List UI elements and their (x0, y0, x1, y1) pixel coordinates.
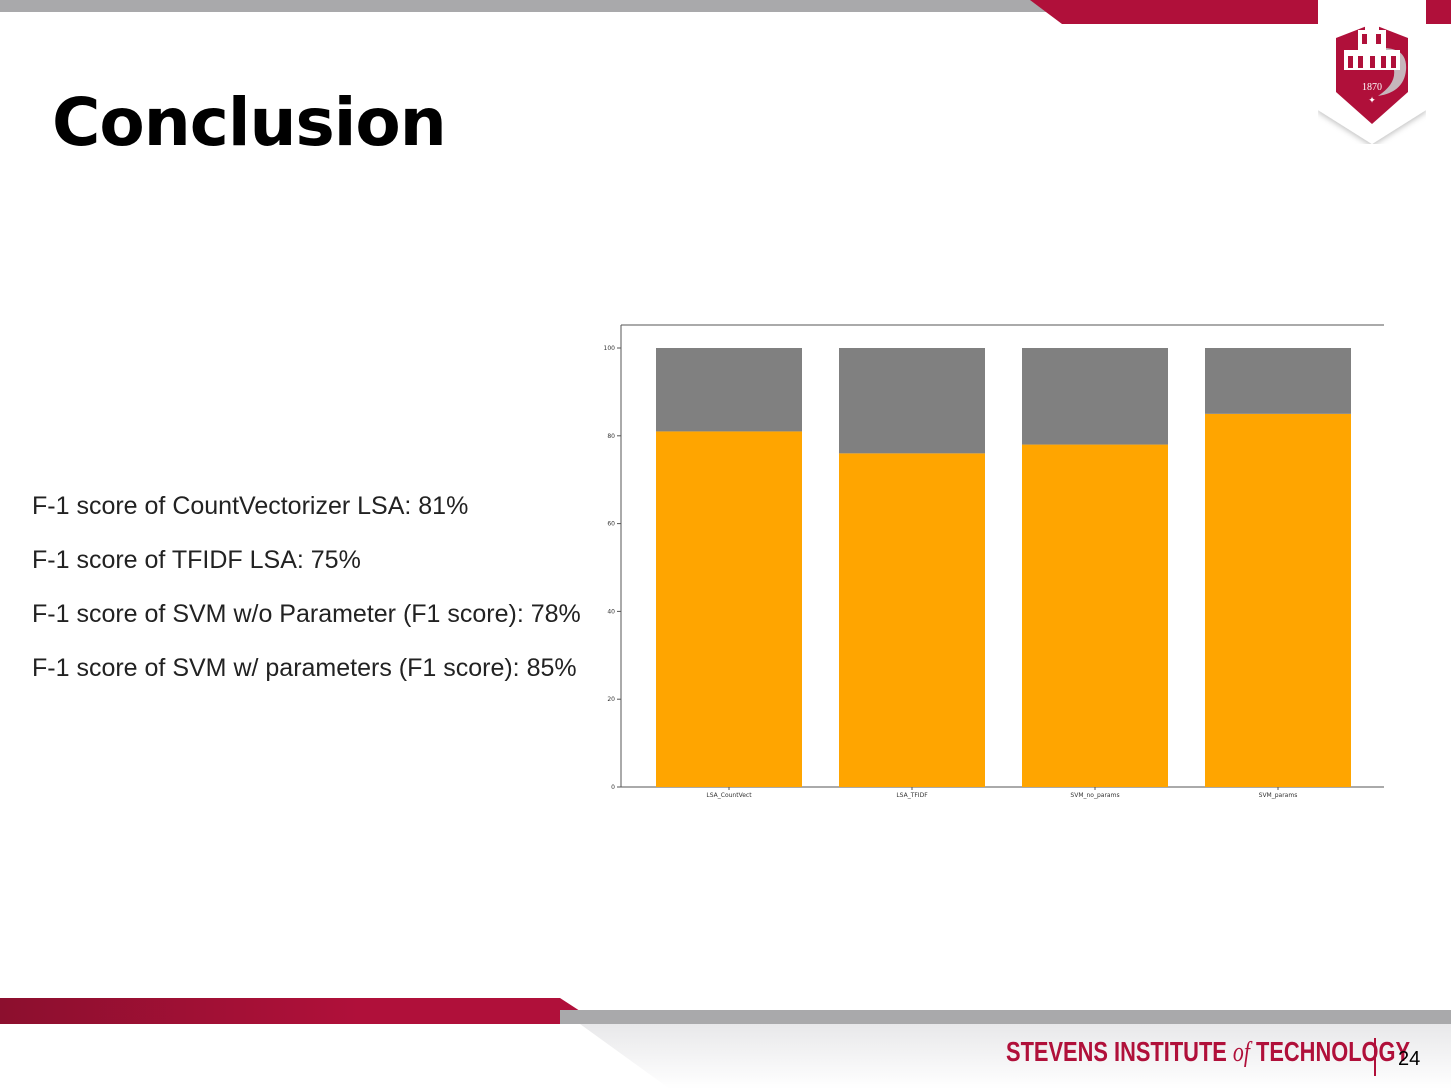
bar-LSA_CountVect-score (656, 431, 802, 787)
institution-name-part1: STEVENS INSTITUTE (1006, 1036, 1233, 1067)
bar-SVM_params-remainder (1205, 348, 1351, 414)
x-tick-label-LSA_TFIDF: LSA_TFIDF (896, 792, 928, 799)
page-title: Conclusion (52, 84, 447, 161)
bullet-list: F-1 score of CountVectorizer LSA: 81% F-… (32, 490, 581, 706)
institution-name: STEVENS INSTITUTE of TECHNOLOGY (1006, 1036, 1410, 1069)
stevens-seal-logo: 1870 ✦ (1318, 0, 1426, 144)
seal-year: 1870 (1362, 82, 1382, 93)
page-number: 24 (1398, 1048, 1421, 1070)
bullet-svm-params: F-1 score of SVM w/ parameters (F1 score… (32, 654, 577, 682)
x-tick-label-LSA_CountVect: LSA_CountVect (706, 792, 752, 799)
bullet-tfidf-lsa: F-1 score of TFIDF LSA: 75% (32, 546, 361, 574)
f1-score-bar-chart: 0 20 40 60 80 100 LSA_CountVect LSA_TFIDF SVM_no… (604, 324, 1384, 799)
institution-name-part2: TECHNOLOGY (1249, 1036, 1411, 1067)
bullet-svm-no-params: F-1 score of SVM w/o Parameter (F1 score… (32, 600, 581, 628)
y-tick-label-80: 80 (607, 433, 615, 440)
bar-LSA_TFIDF-score (839, 453, 985, 787)
x-tick-label-SVM_params: SVM_params (1259, 792, 1298, 799)
bar-LSA_TFIDF-remainder (839, 348, 985, 454)
bar-SVM_no_params-remainder (1022, 348, 1168, 445)
footer-red-band (0, 998, 600, 1024)
y-tick-label-60: 60 (607, 521, 615, 528)
footer-gray-band (560, 1010, 1451, 1024)
bar-SVM_no_params-score (1022, 444, 1168, 787)
footer-divider (1374, 1038, 1376, 1076)
footer-shadow (580, 1024, 1451, 1089)
x-tick-label-SVM_no_params: SVM_no_params (1070, 792, 1119, 799)
y-tick-label-0: 0 (611, 784, 615, 791)
y-tick-label-100: 100 (604, 345, 616, 352)
institution-name-of: of (1232, 1037, 1250, 1068)
bar-LSA_CountVect-remainder (656, 348, 802, 432)
bullet-countvectorizer-lsa: F-1 score of CountVectorizer LSA: 81% (32, 492, 469, 520)
y-tick-label-40: 40 (607, 608, 615, 615)
y-tick-label-20: 20 (607, 696, 615, 703)
bar-SVM_params-score (1205, 413, 1351, 787)
top-gray-band (0, 0, 1070, 12)
svg-text:✦: ✦ (1368, 96, 1376, 106)
